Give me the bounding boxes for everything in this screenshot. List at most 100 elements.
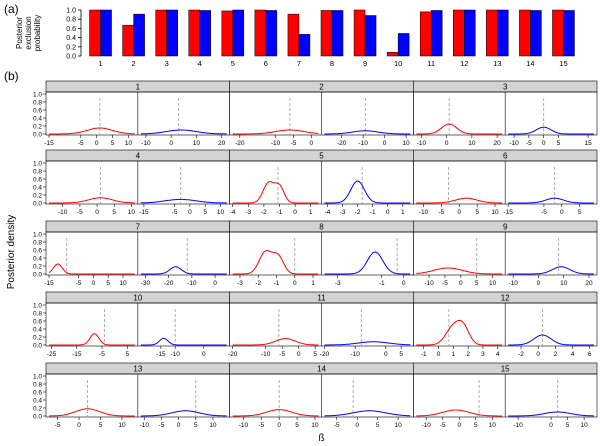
density-x-tick-label: -5 — [159, 422, 165, 429]
density-x-tick-label: -10 — [509, 280, 519, 287]
density-x-tick-label: 10 — [489, 280, 497, 287]
density-y-tick-label: 1.0 — [33, 160, 42, 167]
blue-bar — [530, 10, 542, 57]
blue-bar — [133, 13, 145, 57]
blue-density-curve — [324, 130, 411, 135]
density-x-tick-label: 5 — [376, 422, 380, 429]
blue-density-curve — [324, 341, 411, 346]
bar-category-label: 2 — [132, 59, 136, 68]
density-x-tick-label: -5 — [99, 351, 105, 358]
blue-bar — [397, 33, 410, 57]
density-y-tick-label: 0.4 — [33, 326, 42, 333]
blue-density-curve — [140, 198, 227, 204]
density-x-tick-label: 5 — [111, 140, 115, 147]
density-x-tick-label: 10 — [128, 209, 136, 216]
density-x-tick-label: 5 — [125, 351, 129, 358]
density-x-tick-label: -20 — [164, 280, 174, 287]
red-density-curve — [232, 129, 319, 135]
bar-y-tick-label: 0.4 — [66, 35, 76, 42]
blue-density-curve — [508, 334, 594, 346]
blue-bar — [430, 10, 443, 57]
density-x-tick-label: 0 — [457, 209, 461, 216]
density-x-tick-label: 0 — [95, 209, 99, 216]
density-x-tick-label: 5 — [106, 280, 110, 287]
bar-y-tick-label: 0.0 — [66, 54, 76, 61]
density-x-tick-label: -10 — [58, 209, 68, 216]
density-x-tick-label: -15 — [44, 140, 54, 147]
bar-y-tick-label: 0.6 — [66, 26, 76, 33]
density-y-tick-label: 0.0 — [33, 342, 42, 349]
bar-category-label: 9 — [363, 59, 367, 68]
density-x-tick-label: -15 — [44, 280, 54, 287]
red-bar — [122, 24, 134, 57]
density-x-tick-label: -5 — [526, 140, 532, 147]
red-bar — [353, 9, 366, 57]
density-y-tick-label: 0.4 — [33, 184, 42, 191]
panel-title: 14 — [317, 365, 326, 374]
density-x-tick-label: 0 — [293, 280, 297, 287]
density-x-tick-label: -5 — [55, 422, 61, 429]
density-x-tick-label: 0 — [177, 422, 181, 429]
density-x-tick-label: 0 — [293, 209, 297, 216]
density-x-tick-label: 0 — [169, 140, 173, 147]
panel-title: 15 — [501, 365, 510, 374]
red-density-curve — [416, 267, 503, 275]
panel-title: 6 — [503, 152, 508, 161]
bar-y-axis-label: exclusion — [24, 16, 33, 49]
panel-title: 13 — [133, 365, 142, 374]
density-x-tick-label: 20 — [494, 140, 502, 147]
density-x-tick-label: -15 — [503, 209, 513, 216]
density-x-tick-label: -10 — [422, 422, 432, 429]
blue-density-curve — [324, 410, 411, 417]
panel-a-label: (a) — [4, 2, 19, 16]
red-density-curve — [49, 127, 135, 135]
density-x-tick-label: -4 — [230, 209, 236, 216]
density-x-tick-label: 6 — [588, 351, 592, 358]
density-y-tick-label: 1.0 — [33, 91, 42, 98]
blue-bar — [563, 10, 575, 57]
density-x-tick-label: -20 — [337, 140, 347, 147]
density-y-tick-label: 0.2 — [33, 123, 42, 130]
density-x-tick-label: -5 — [438, 209, 444, 216]
blue-density-curve — [140, 337, 227, 346]
density-y-tick-label: 0.2 — [33, 405, 42, 412]
density-x-tick-label: 20 — [585, 280, 593, 287]
density-x-tick-label: -1 — [274, 280, 280, 287]
red-bar — [221, 10, 234, 57]
density-x-tick-label: 10 — [468, 140, 476, 147]
red-bar — [519, 9, 531, 57]
panel-title: 4 — [136, 152, 141, 161]
density-x-tick-label: 0 — [297, 351, 301, 358]
density-x-tick-label: -25 — [47, 351, 57, 358]
density-y-tick-label: 0.4 — [33, 255, 42, 262]
density-x-tick-label: 0 — [457, 422, 461, 429]
density-x-tick-label: 10 — [311, 422, 319, 429]
density-x-tick-label: 0 — [560, 209, 564, 216]
density-x-tick-label: 5 — [203, 209, 207, 216]
density-y-tick-label: 0.2 — [33, 192, 42, 199]
blue-density-curve — [508, 266, 594, 275]
density-x-tick-label: 5 — [475, 280, 479, 287]
density-x-tick-label: 0 — [277, 422, 281, 429]
blue-bar — [464, 9, 476, 57]
density-x-tick-label: -3 — [340, 209, 346, 216]
density-x-tick-label: 1 — [309, 209, 313, 216]
density-x-tick-label: 0 — [445, 140, 449, 147]
density-y-tick-label: 0.8 — [33, 168, 42, 175]
density-y-tick-label: 0.4 — [33, 115, 42, 122]
density-x-tick-label: -20 — [235, 140, 245, 147]
blue-density-curve — [508, 197, 594, 204]
bar-category-label: 11 — [427, 59, 435, 68]
density-x-tick-label: -15 — [139, 209, 149, 216]
density-x-tick-label: 5 — [99, 422, 103, 429]
bar-category-label: 7 — [297, 59, 301, 68]
bar-y-tick-label: 0.2 — [66, 44, 76, 51]
density-x-tick-label: 5 — [399, 351, 403, 358]
density-x-tick-label: 0 — [384, 351, 388, 358]
density-x-axis-label: ß — [318, 433, 324, 444]
density-x-tick-label: 1 — [311, 280, 315, 287]
density-x-tick-label: 1 — [401, 209, 405, 216]
density-y-tick-label: 0.2 — [33, 263, 42, 270]
density-x-tick-label: -1 — [421, 351, 427, 358]
bar-category-label: 4 — [198, 59, 202, 68]
